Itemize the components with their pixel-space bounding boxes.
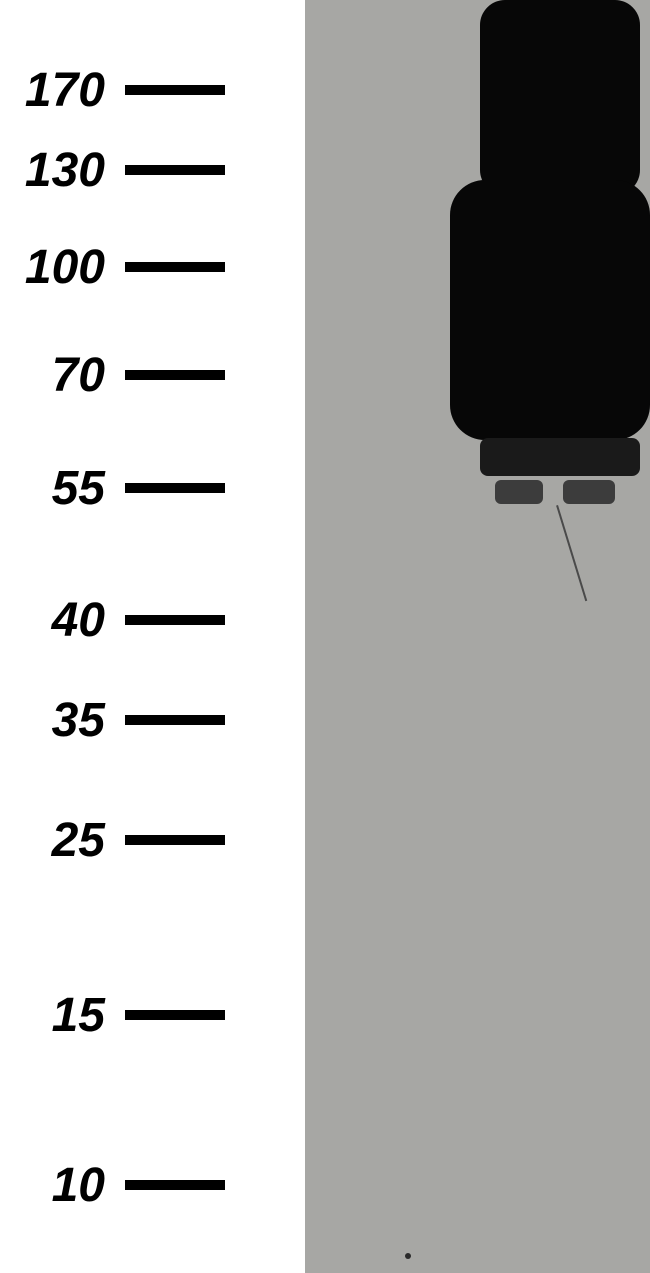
- marker-tick: [125, 835, 225, 845]
- marker-label: 40: [0, 593, 125, 648]
- marker-tick: [125, 370, 225, 380]
- marker-tick: [125, 165, 225, 175]
- marker-row: 170: [0, 66, 280, 114]
- marker-row: 10: [0, 1161, 280, 1209]
- molecular-weight-ladder: 170 130 100 70 55 40 35 25 15 10: [0, 0, 280, 1273]
- marker-label: 130: [0, 143, 125, 198]
- marker-row: 35: [0, 696, 280, 744]
- marker-row: 15: [0, 991, 280, 1039]
- marker-tick: [125, 715, 225, 725]
- marker-tick: [125, 615, 225, 625]
- marker-row: 55: [0, 464, 280, 512]
- marker-row: 100: [0, 243, 280, 291]
- marker-label: 70: [0, 348, 125, 403]
- speck: [405, 1253, 411, 1259]
- marker-tick: [125, 483, 225, 493]
- blot-band: [450, 180, 650, 440]
- blot-band: [480, 438, 640, 476]
- marker-row: 130: [0, 146, 280, 194]
- marker-tick: [125, 85, 225, 95]
- marker-label: 35: [0, 693, 125, 748]
- marker-label: 25: [0, 813, 125, 868]
- marker-label: 10: [0, 1158, 125, 1213]
- marker-tick: [125, 1010, 225, 1020]
- marker-tick: [125, 262, 225, 272]
- blot-faint-band: [495, 480, 543, 504]
- marker-label: 15: [0, 988, 125, 1043]
- marker-row: 70: [0, 351, 280, 399]
- blot-band: [480, 0, 640, 195]
- blot-faint-band: [563, 480, 615, 504]
- marker-label: 100: [0, 240, 125, 295]
- marker-tick: [125, 1180, 225, 1190]
- blot-membrane: [305, 0, 650, 1273]
- marker-label: 55: [0, 461, 125, 516]
- marker-row: 25: [0, 816, 280, 864]
- marker-row: 40: [0, 596, 280, 644]
- marker-label: 170: [0, 63, 125, 118]
